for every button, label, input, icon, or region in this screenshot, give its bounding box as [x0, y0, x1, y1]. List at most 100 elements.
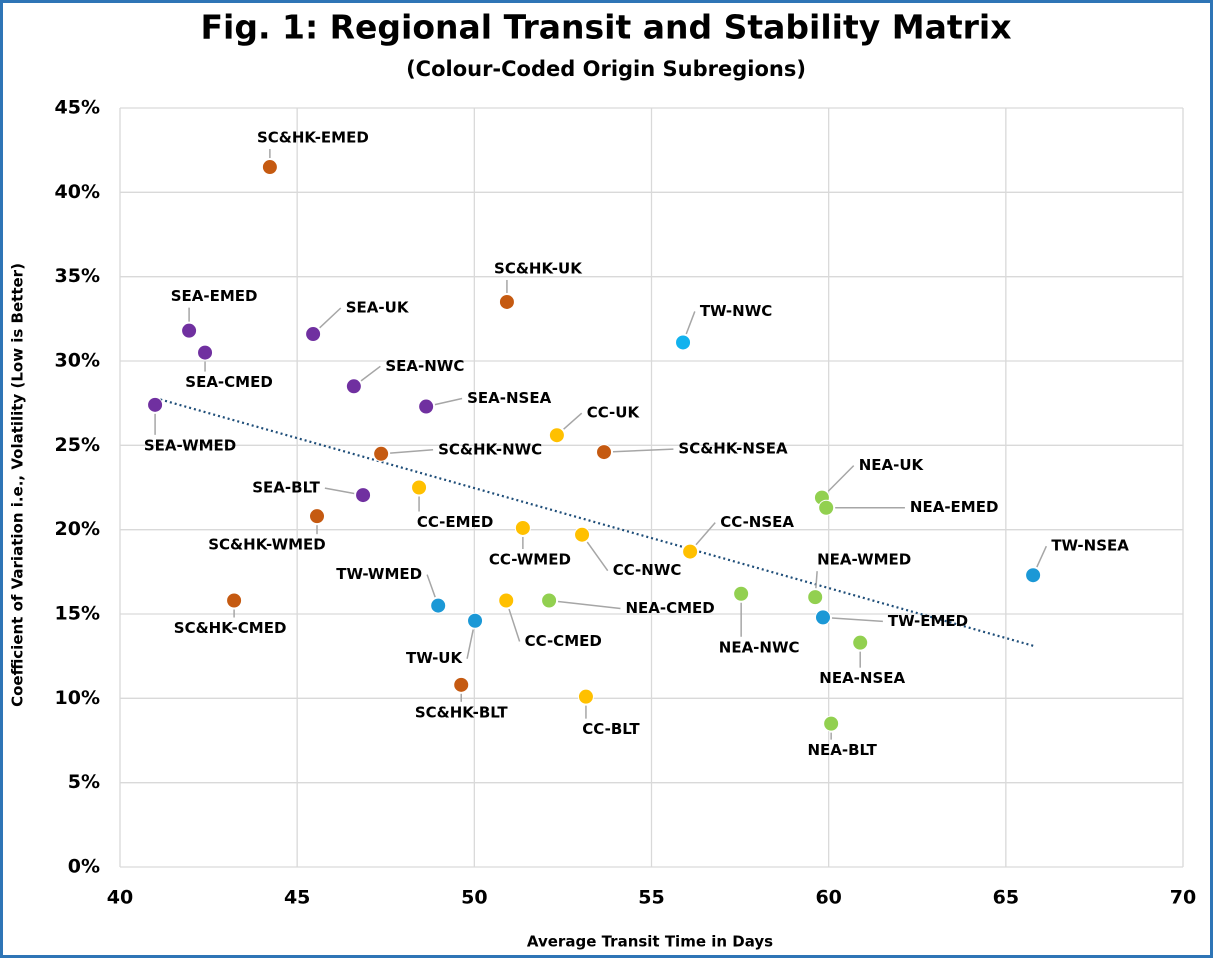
point-label: NEA-EMED	[910, 498, 999, 516]
point-label: SEA-CMED	[185, 373, 273, 391]
leader-line	[360, 365, 381, 382]
point-label: SEA-UK	[346, 299, 410, 317]
point-label: NEA-WMED	[817, 551, 911, 569]
leader-line	[557, 600, 621, 610]
point-label: SEA-NSEA	[467, 389, 551, 407]
y-tick-label: 20%	[55, 518, 100, 540]
x-tick-label: 45	[284, 887, 310, 909]
point-label: TW-UK	[406, 649, 464, 667]
point-label: SEA-BLT	[252, 479, 320, 497]
x-tick-label: 50	[461, 887, 487, 909]
leader-line	[426, 574, 436, 598]
point	[577, 688, 594, 705]
point	[498, 293, 515, 310]
point-label: TW-NSEA	[1051, 537, 1129, 555]
x-axis-title: Average Transit Time in Days	[527, 933, 773, 951]
point-label: TW-EMED	[888, 612, 968, 630]
leader-line	[612, 448, 674, 453]
point	[430, 597, 447, 614]
point-label: SC&HK-EMED	[257, 129, 369, 147]
y-tick-label: 10%	[55, 687, 100, 709]
point	[467, 612, 484, 629]
chart-subtitle: (Colour-Coded Origin Subregions)	[406, 57, 806, 81]
x-tick-label: 70	[1170, 887, 1196, 909]
point	[355, 487, 372, 504]
leader-line	[508, 608, 521, 642]
x-tick-label: 60	[815, 887, 841, 909]
point	[733, 585, 750, 602]
x-tick-label: 55	[638, 887, 664, 909]
chart-title: Fig. 1: Regional Transit and Stability M…	[200, 8, 1011, 47]
point-label: TW-NWC	[700, 302, 772, 320]
point	[181, 322, 198, 339]
point	[147, 396, 164, 413]
point	[596, 444, 613, 461]
point	[305, 326, 322, 343]
point	[675, 334, 692, 351]
point-label: NEA-NWC	[719, 638, 800, 656]
point	[807, 589, 824, 606]
point	[818, 499, 835, 516]
point-label: SEA-NWC	[385, 357, 464, 375]
leader-line	[831, 617, 883, 623]
leader-line	[434, 397, 463, 406]
point-label: SC&HK-NSEA	[678, 440, 788, 458]
leader-line	[815, 571, 818, 589]
point-label: NEA-BLT	[807, 741, 877, 759]
point-label: CC-EMED	[417, 513, 493, 531]
leader-line	[319, 307, 342, 329]
point	[682, 543, 699, 560]
point	[548, 427, 565, 444]
point-label: SEA-WMED	[144, 436, 236, 454]
x-tick-label: 65	[993, 887, 1019, 909]
point-label: CC-NSEA	[720, 513, 794, 531]
point	[373, 445, 390, 462]
point-label: CC-BLT	[582, 720, 640, 738]
leader-line	[1036, 545, 1048, 568]
point	[514, 519, 531, 536]
leader-line	[695, 522, 716, 546]
leader-line	[390, 449, 434, 454]
point	[345, 378, 362, 395]
point-label: NEA-NSEA	[819, 669, 905, 687]
leader-line	[466, 629, 474, 659]
point-label: TW-WMED	[336, 565, 422, 583]
point	[453, 676, 470, 693]
leader-line	[586, 541, 609, 572]
point	[852, 634, 869, 651]
point-label: SC&HK-WMED	[208, 536, 326, 554]
y-tick-label: 15%	[55, 603, 100, 625]
point-label: NEA-UK	[859, 456, 925, 474]
point	[814, 609, 831, 626]
point-label: SC&HK-UK	[494, 259, 583, 277]
point	[418, 398, 435, 415]
leader-line	[827, 465, 855, 492]
point	[411, 479, 428, 496]
point	[261, 159, 278, 176]
point-label: SC&HK-CMED	[174, 619, 287, 637]
trendline	[155, 397, 1035, 648]
point	[226, 592, 243, 609]
y-tick-label: 5%	[68, 771, 100, 793]
point	[1025, 567, 1042, 584]
point-label: SC&HK-NWC	[438, 440, 542, 458]
point	[823, 715, 840, 732]
leader-line	[324, 487, 355, 495]
point-label: CC-CMED	[525, 632, 602, 650]
leader-line	[563, 412, 583, 430]
y-tick-label: 45%	[55, 97, 100, 119]
y-axis-title: Coefficient of Variation i.e., Volatilit…	[9, 263, 27, 707]
point	[498, 592, 515, 609]
leader-line	[685, 311, 696, 335]
y-tick-label: 35%	[55, 265, 100, 287]
point-label: SEA-EMED	[171, 287, 258, 305]
x-tick-label: 40	[107, 887, 133, 909]
y-tick-label: 0%	[68, 856, 100, 878]
y-tick-label: 25%	[55, 434, 100, 456]
y-tick-label: 40%	[55, 181, 100, 203]
point	[197, 344, 214, 361]
point	[574, 526, 591, 543]
point	[541, 592, 558, 609]
